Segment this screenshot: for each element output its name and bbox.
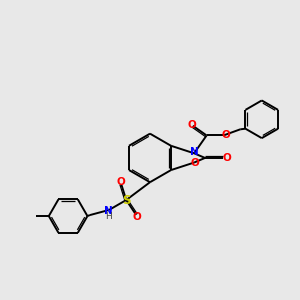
Text: O: O (132, 212, 141, 222)
Text: O: O (117, 177, 126, 187)
Text: O: O (223, 153, 231, 163)
Text: H: H (105, 212, 111, 221)
Text: S: S (122, 194, 130, 206)
Text: O: O (187, 120, 196, 130)
Text: N: N (190, 147, 199, 157)
Text: O: O (221, 130, 230, 140)
Text: N: N (104, 206, 112, 216)
Text: O: O (191, 158, 200, 168)
